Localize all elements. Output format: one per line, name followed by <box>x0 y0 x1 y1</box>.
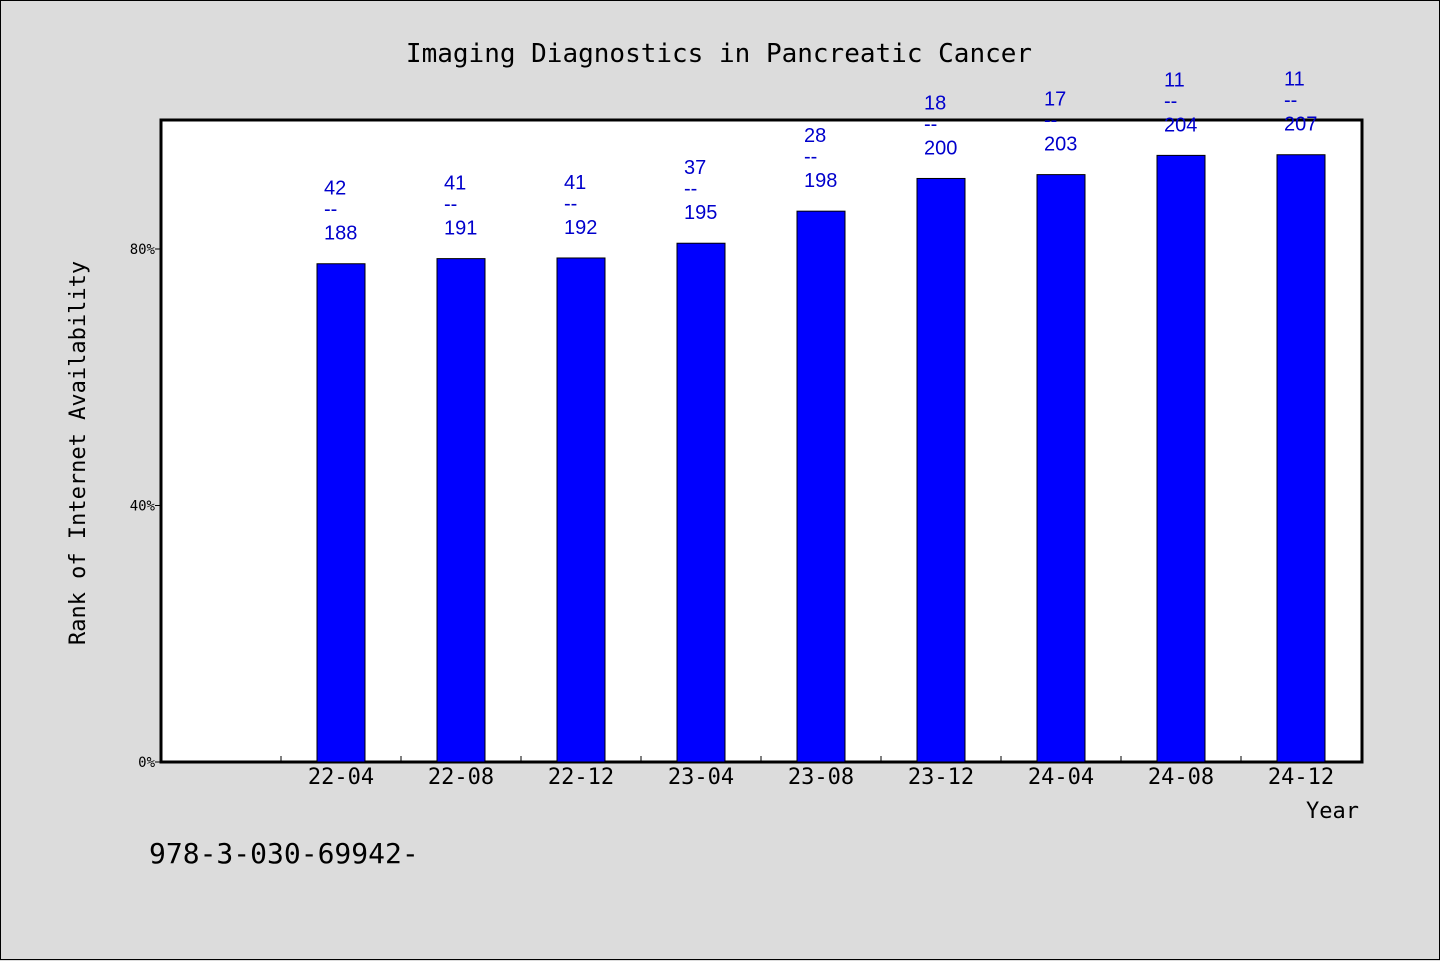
data-label-total: 204 <box>1164 114 1197 136</box>
x-tick-label: 23-08 <box>788 765 854 790</box>
data-label-rank: 11 <box>1164 69 1185 91</box>
bar <box>316 263 366 763</box>
data-label-separator: -- <box>1284 90 1297 112</box>
data-label-separator: -- <box>684 178 697 200</box>
data-label-rank: 28 <box>804 125 826 147</box>
bar <box>1276 154 1326 763</box>
x-tick-label: 22-08 <box>428 765 494 790</box>
data-label-separator: -- <box>444 194 457 216</box>
data-label-rank: 41 <box>444 173 466 195</box>
data-label-rank: 18 <box>924 92 946 114</box>
isbn-text: 978-3-030-69942- <box>149 837 419 870</box>
x-tick-label: 24-12 <box>1268 765 1334 790</box>
data-label-rank: 17 <box>1044 89 1066 111</box>
y-axis: 0% 40% 80% <box>130 242 161 771</box>
data-label-total: 207 <box>1284 114 1317 136</box>
x-tick-label: 23-04 <box>668 765 734 790</box>
data-label-total: 203 <box>1044 134 1077 156</box>
y-tick-label: 80% <box>130 242 156 258</box>
bar <box>1156 154 1206 763</box>
x-tick-label: 24-04 <box>1028 765 1094 790</box>
data-label-separator: -- <box>804 146 817 168</box>
x-axis-label: Year <box>1306 799 1359 824</box>
bar <box>436 258 486 763</box>
data-label-total: 200 <box>924 137 957 159</box>
x-tick-label: 23-12 <box>908 765 974 790</box>
bars <box>316 154 1326 763</box>
data-label-separator: -- <box>324 199 337 221</box>
data-label-total: 188 <box>324 223 357 245</box>
x-axis: 22-04 22-08 22-12 23-04 23-08 23-12 24-04 24-08… <box>280 756 1362 790</box>
data-label-total: 195 <box>684 202 717 224</box>
x-tick-label: 22-04 <box>308 765 374 790</box>
bar <box>1036 174 1086 763</box>
data-label-rank: 11 <box>1284 69 1305 91</box>
data-label-total: 198 <box>804 170 837 192</box>
data-label-rank: 42 <box>324 178 346 200</box>
data-label-total: 191 <box>444 218 477 240</box>
bar <box>916 177 966 763</box>
y-tick-label: 40% <box>130 499 156 515</box>
data-label-separator: -- <box>1164 90 1177 112</box>
data-label-rank: 37 <box>684 157 706 179</box>
data-label-separator: -- <box>564 193 577 215</box>
data-label-total: 192 <box>564 217 597 239</box>
bar <box>556 257 606 763</box>
data-label-separator: -- <box>1044 110 1057 132</box>
x-tick-label: 22-12 <box>548 765 614 790</box>
bar <box>796 210 846 763</box>
y-tick-label: 0% <box>138 755 155 771</box>
bar <box>676 242 726 763</box>
data-label-separator: -- <box>924 113 937 135</box>
y-axis-label: Rank of Internet Availability <box>66 261 91 645</box>
x-tick-label: 24-08 <box>1148 765 1214 790</box>
data-label-rank: 41 <box>564 172 586 194</box>
chart-title: Imaging Diagnostics in Pancreatic Cancer <box>406 39 1032 69</box>
data-labels: 42--18841--19141--19237--19528--19818--2… <box>324 69 1317 245</box>
